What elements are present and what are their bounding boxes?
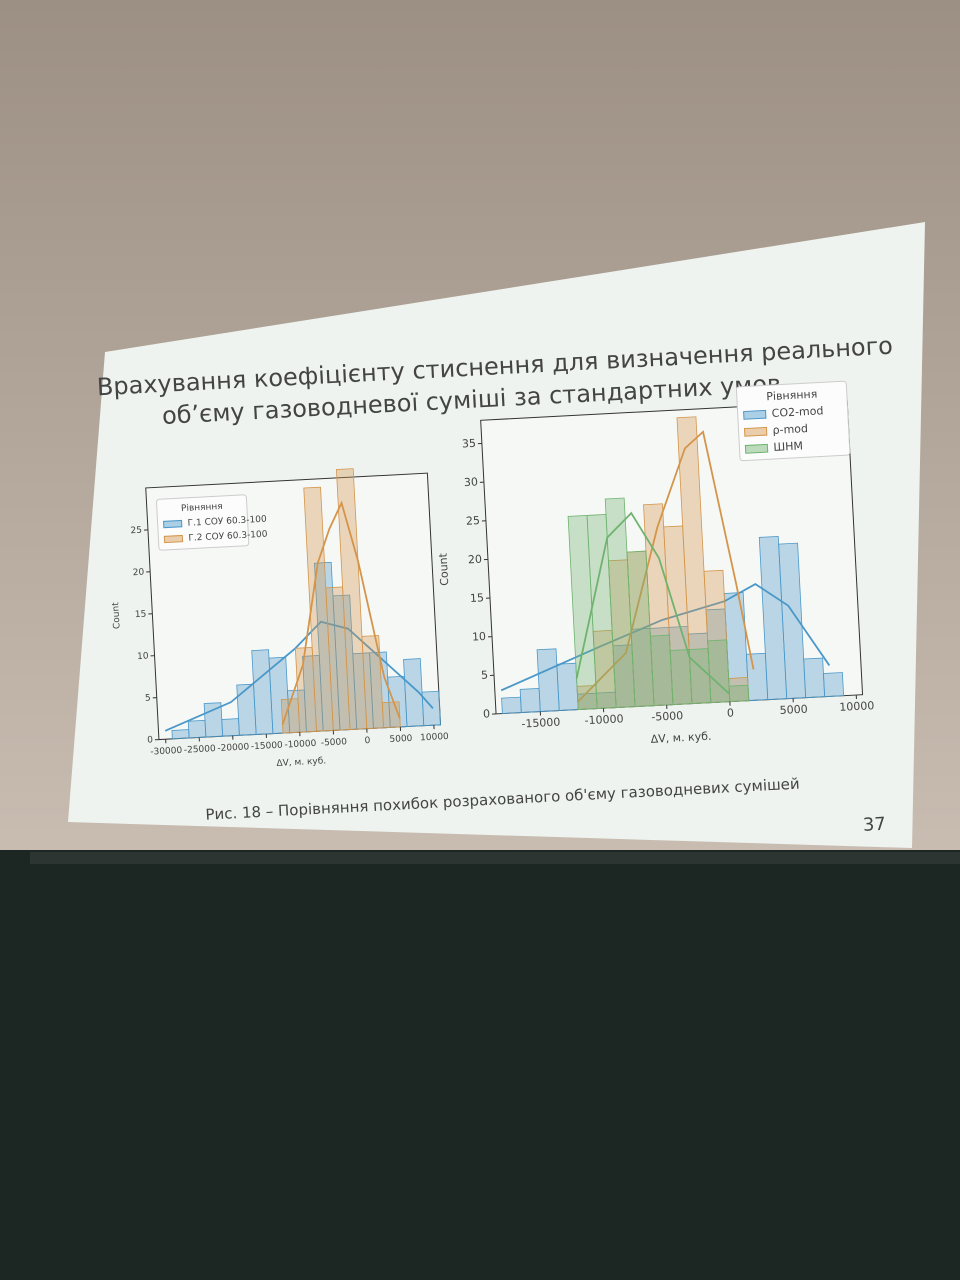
legend-swatch [163, 534, 184, 544]
legend-label: ШНМ [773, 439, 803, 454]
histogram-bar [335, 468, 368, 730]
histogram-bar [171, 729, 190, 740]
histogram-bar [501, 696, 522, 714]
legend-label: Г.1 СОУ 60.3-100 [187, 515, 267, 529]
histogram-bar [556, 662, 579, 712]
histogram-bar [688, 648, 712, 705]
y-tick-label: 10 [137, 651, 149, 662]
histogram-bar [728, 684, 750, 703]
legend-title: Рівняння [181, 502, 223, 514]
histogram-bar [626, 550, 655, 708]
legend-box [156, 494, 250, 551]
x-tick-label: -10000 [584, 712, 624, 727]
x-tick-label: -15000 [251, 741, 284, 753]
y-tick-label: 35 [462, 437, 477, 451]
y-tick-label: 15 [135, 610, 147, 621]
kde-line [281, 500, 401, 725]
histogram-bar [803, 657, 826, 699]
y-tick-label: 5 [145, 693, 151, 703]
legend-title: Рівняння [766, 388, 818, 404]
y-tick-label: 15 [470, 591, 485, 605]
x-tick-label: -5000 [651, 709, 684, 724]
y-axis-label: Count [111, 602, 122, 630]
x-tick-label: -10000 [284, 739, 317, 751]
histogram-bar [649, 634, 674, 707]
x-tick-label: -15000 [521, 716, 561, 731]
y-tick-label: 25 [466, 514, 481, 528]
histogram-bar [745, 652, 769, 702]
histogram-bar [707, 639, 731, 704]
x-axis-label: ΔV, м. куб. [276, 756, 326, 769]
legend-label: ρ-mod [772, 422, 808, 437]
histogram-bar [236, 683, 257, 736]
x-tick-label: 10000 [420, 732, 449, 743]
x-tick-label: -30000 [150, 746, 183, 758]
legend-swatch [163, 519, 183, 529]
histogram-bar [403, 658, 425, 727]
kde-line [577, 430, 755, 703]
histogram-bar [778, 542, 807, 700]
y-tick-label: 30 [464, 475, 479, 489]
kde-line [164, 620, 434, 732]
histogram-bar [536, 648, 560, 712]
histogram-bar [361, 635, 384, 730]
legend-swatch [744, 443, 769, 454]
histogram-bar [823, 672, 845, 698]
board-frame [30, 852, 960, 864]
x-tick-label: -25000 [184, 744, 217, 756]
x-tick-label: 10000 [839, 699, 875, 714]
y-tick-label: 20 [132, 568, 144, 579]
x-axis-label: ΔV, м. куб. [650, 730, 711, 746]
legend-swatch [743, 426, 768, 437]
y-tick-label: 20 [468, 553, 483, 567]
page-number: 37 [862, 814, 886, 836]
y-axis-label: Count [437, 552, 452, 586]
legend-label: Г.2 СОУ 60.3-100 [188, 530, 268, 544]
y-tick-label: 0 [147, 735, 154, 745]
x-tick-label: 5000 [389, 734, 413, 745]
x-tick-label: -5000 [321, 737, 348, 748]
histogram-bar [421, 690, 441, 727]
y-tick-label: 10 [472, 630, 487, 644]
legend-label: CO2-mod [771, 404, 823, 420]
legend-box [735, 380, 851, 462]
y-tick-label: 0 [483, 707, 491, 720]
histogram-bar [669, 649, 693, 706]
x-tick-label: 0 [727, 706, 735, 719]
y-tick-label: 5 [481, 669, 489, 682]
legend-swatch [743, 409, 767, 420]
histogram-bar [519, 687, 541, 713]
y-tick-label: 25 [130, 526, 142, 537]
histogram-bar [187, 719, 207, 739]
x-tick-label: 0 [364, 736, 371, 746]
x-tick-label: -20000 [217, 742, 250, 754]
kde-line [575, 511, 731, 695]
histogram-bar [221, 718, 240, 737]
x-tick-label: 5000 [779, 703, 808, 717]
blackboard [0, 850, 960, 1280]
